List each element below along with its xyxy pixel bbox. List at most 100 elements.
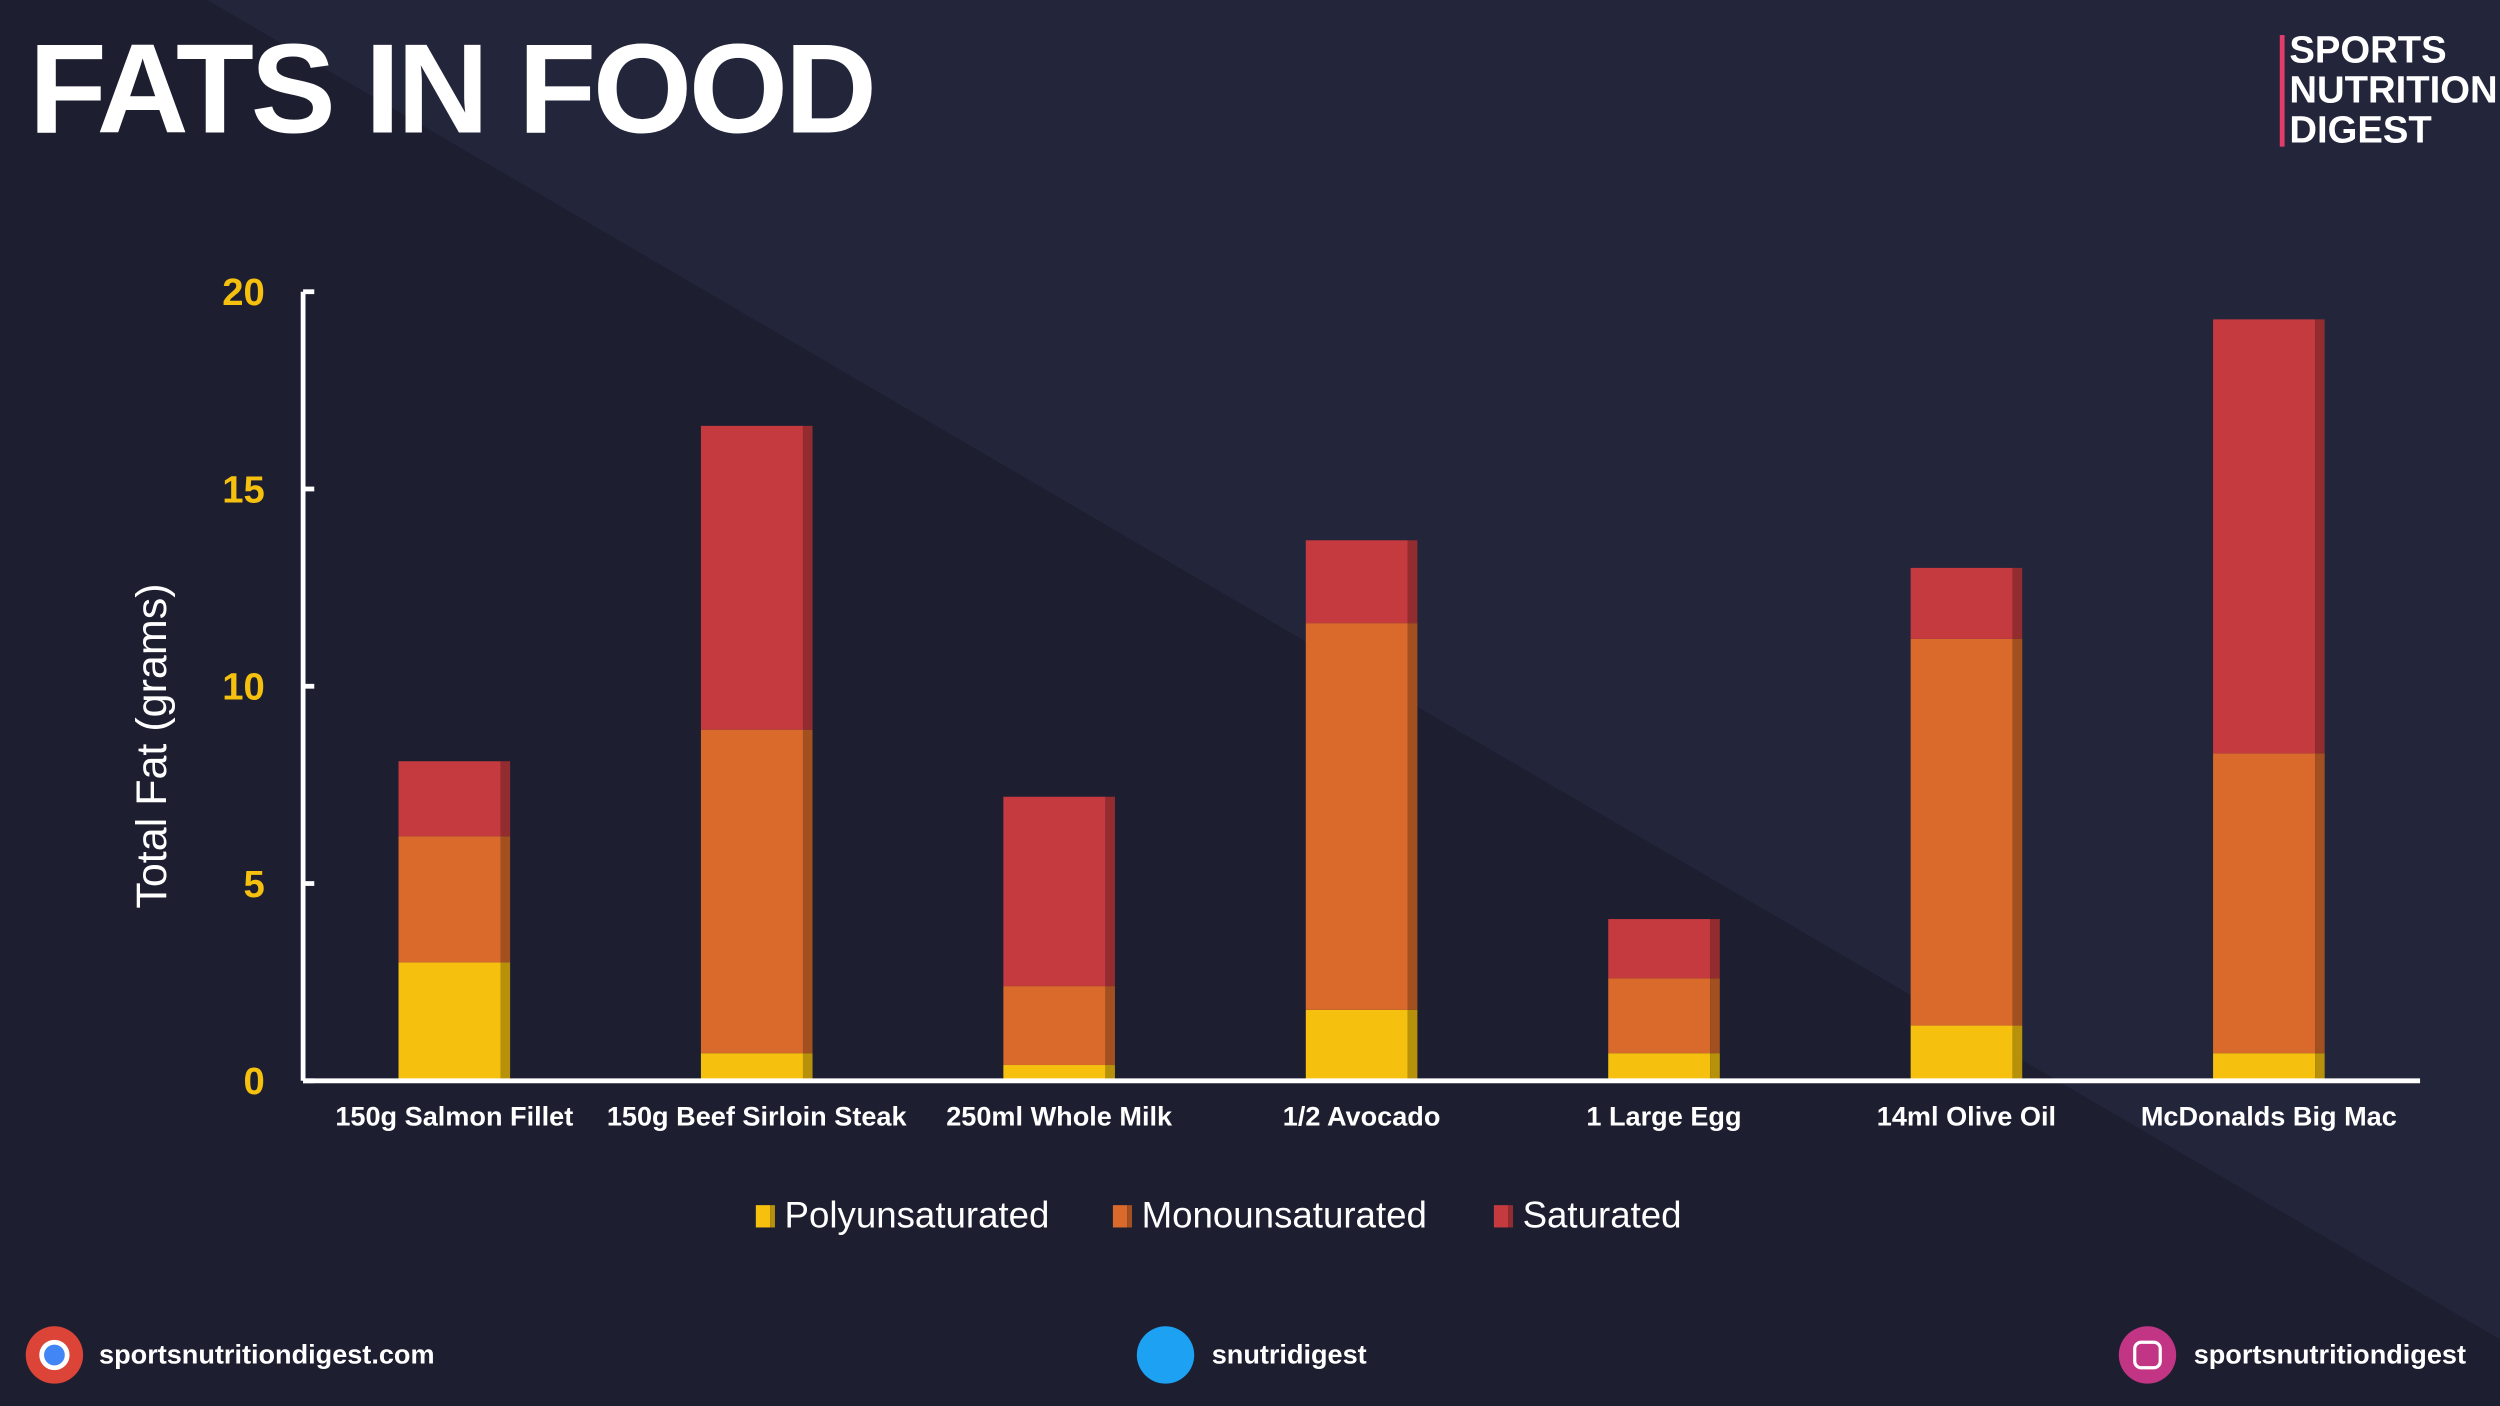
bar-side [1407,1009,1418,1081]
bar-segment [700,425,813,730]
footer-twitter: snutridigest [1212,1339,1367,1370]
bar-face [1305,1009,1408,1081]
chrome-icon-center [39,1339,70,1371]
y-tick-label: 10 [222,666,265,709]
bar-face [398,962,501,1081]
bar-face [700,729,803,1054]
bar-face [1910,567,2013,639]
bar-segment [700,1053,813,1081]
bar-side [2012,1025,2023,1081]
bar-segment [398,836,511,963]
footer-website: sportsnutritiondigest.com [99,1339,434,1370]
y-tick-label: 15 [222,468,265,511]
bar-side [2315,1053,2325,1081]
bar-side [802,425,813,730]
legend-swatch [755,1205,771,1228]
bar-side [1407,623,1418,1010]
x-tick-label: 1/2 Avocado [1282,1101,1441,1132]
bar-side [2315,753,2325,1054]
brand-bar [2279,35,2285,147]
x-tick-label: 14ml Olive Oil [1876,1101,2057,1132]
brand-text: NUTRITION [2289,69,2497,112]
brand-text: DIGEST [2289,108,2431,151]
bar-segment [2213,753,2325,1054]
instagram-glyph [2133,1340,2162,1370]
bar-segment [398,761,511,837]
bar-side [500,836,511,963]
bar-face [700,1053,803,1081]
x-tick-label-box: 150g Salmon Fillet [335,1102,573,1132]
bar-segment [1910,567,2023,639]
legend-swatch-side [770,1205,775,1228]
bar-segment [1910,1025,2023,1081]
bar-side [1105,986,1115,1066]
x-tick-label: 150g Beef Sirloin Steak [606,1101,907,1132]
bar-side [1710,1053,1720,1081]
bar-side [1710,978,1720,1054]
x-tick-label-box: McDonalds Big Mac [2140,1101,2397,1132]
bar-segment [1608,919,1720,979]
bar-face [2213,753,2316,1054]
footer: sportsnutritiondigest.com snutridigest s… [25,1326,2466,1384]
bar-side [802,1053,813,1081]
legend-swatch-side [1508,1205,1514,1228]
legend-label: Monounsaturated [1142,1195,1427,1236]
bar-face [1305,623,1408,1010]
bar-side [1105,796,1115,987]
y-tick-label: 20 [222,271,265,314]
legend-swatch [1112,1205,1128,1228]
footer-instagram: sportsnutritiondigest [2194,1339,2466,1370]
bar-segment [1608,978,1720,1054]
bar-segment [2213,319,2325,754]
bar-segment [1305,540,1418,624]
bar-face [398,836,501,963]
bar-segment [1003,986,1115,1066]
bar-side [1407,540,1418,624]
bar-face [1910,638,2013,1026]
x-tick-label-box: 1/2 Avocado [1282,1101,1441,1132]
bar-segment [1608,1053,1720,1081]
x-tick-label-box: 1 Large Egg [1586,1101,1742,1132]
x-tick-label: McDonalds Big Mac [2140,1101,2397,1132]
legend-label: Polyunsaturated [785,1195,1050,1236]
bar-segment [1910,638,2023,1026]
brand-text: SPORTS [2289,29,2446,72]
legend-swatch [1493,1205,1509,1228]
y-axis-label: Total Fat (grams) [128,583,176,908]
instagram-icon [2118,1326,2177,1384]
twitter-icon [1136,1326,1195,1384]
bar-segment [700,729,813,1054]
legend-swatch-side [1127,1205,1133,1228]
bar-face [1608,978,1711,1054]
bar-side [2315,319,2325,754]
bar-face [1003,986,1106,1066]
bar-segment [1305,1009,1418,1081]
bar-side [802,729,813,1054]
x-tick-label-box: 150g Beef Sirloin Steak [606,1101,907,1132]
x-tick-label: 1 Large Egg [1586,1101,1742,1132]
bar-side [1710,919,1720,979]
bar-face [1910,1025,2013,1081]
bar-side [500,962,511,1081]
bar-face [700,425,803,730]
bar-side [500,761,511,837]
bar-face [1608,1053,1711,1081]
bar-segment [398,962,511,1081]
bar-segment [1305,623,1418,1010]
y-tick-label: 0 [244,1060,265,1103]
bar-segment [1003,1065,1115,1081]
bar-segment [1003,796,1115,987]
x-tick-label: 250ml Whole Milk [946,1101,1173,1132]
bar-face [1003,1065,1106,1081]
x-tick-label-box: 14ml Olive Oil [1876,1101,2057,1132]
bar-face [1305,540,1408,624]
bar-face [398,761,501,837]
bar-side [2012,638,2023,1026]
bar-face [1608,919,1711,979]
bar-face [1003,796,1106,987]
legend-label: Saturated [1523,1195,1682,1236]
bar-face [2213,319,2316,754]
